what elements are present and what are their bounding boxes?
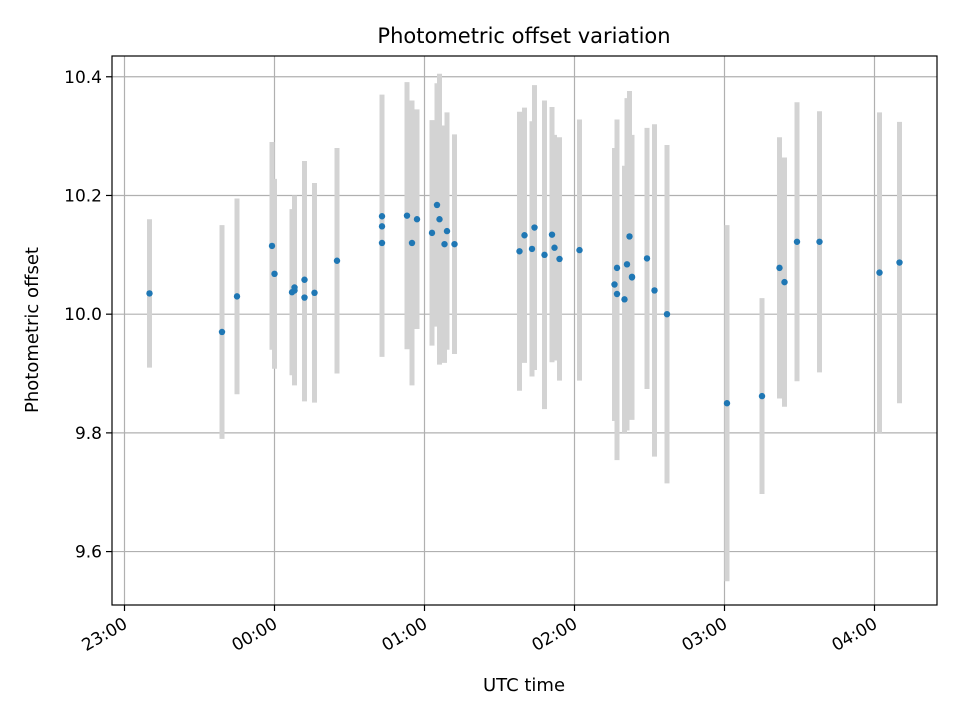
y-axis-ticks: 9.6 9.8 10.0 10.2 10.4 <box>64 68 112 563</box>
data-point <box>516 248 523 255</box>
data-point <box>556 255 563 263</box>
data-point <box>531 224 538 231</box>
data-point <box>451 240 458 248</box>
data-point <box>413 216 421 223</box>
data-point <box>551 244 558 251</box>
data-point <box>541 251 548 259</box>
data-point <box>626 233 633 240</box>
data-point <box>628 273 636 280</box>
data-point <box>613 290 621 298</box>
chart-title: Photometric offset variation <box>377 24 670 48</box>
data-point <box>268 242 276 250</box>
data-point <box>528 245 536 253</box>
y-tick-label: 10.4 <box>64 68 102 88</box>
data-point <box>758 392 766 400</box>
data-point <box>623 261 631 268</box>
data-point <box>311 289 318 297</box>
data-point <box>781 278 788 286</box>
data-point <box>793 238 801 245</box>
data-point <box>441 240 448 248</box>
y-tick-label: 10.2 <box>64 186 102 206</box>
data-point <box>403 212 411 219</box>
data-point <box>436 216 443 223</box>
data-point <box>271 270 278 278</box>
x-axis-label: UTC time <box>483 675 565 696</box>
data-points <box>146 201 903 407</box>
data-point <box>333 257 341 264</box>
data-point <box>548 231 556 238</box>
data-point <box>651 287 658 294</box>
data-point <box>146 290 153 297</box>
data-point <box>218 328 226 336</box>
y-tick-label: 9.8 <box>75 424 102 444</box>
data-point <box>776 264 783 272</box>
data-point <box>378 213 386 220</box>
data-point <box>621 296 628 303</box>
data-point <box>896 259 903 266</box>
data-point <box>443 227 451 235</box>
y-axis-label: Photometric offset <box>22 247 43 413</box>
plot-frame <box>111 55 938 606</box>
data-point <box>301 294 308 301</box>
data-point <box>378 223 386 230</box>
y-tick-label: 9.6 <box>75 543 102 563</box>
data-point <box>521 232 528 239</box>
data-point <box>291 284 298 291</box>
y-tick-label: 10.0 <box>64 305 102 325</box>
data-point <box>576 246 583 254</box>
data-point <box>301 276 308 283</box>
data-point <box>663 310 671 318</box>
data-point <box>611 281 618 288</box>
data-point <box>816 238 823 245</box>
data-point <box>408 239 416 247</box>
data-point <box>233 293 241 300</box>
data-point <box>723 400 731 407</box>
data-point <box>613 264 621 272</box>
data-point <box>643 255 651 262</box>
data-point <box>433 201 441 209</box>
data-point <box>876 269 883 276</box>
data-point <box>378 239 386 247</box>
data-point <box>428 229 436 237</box>
